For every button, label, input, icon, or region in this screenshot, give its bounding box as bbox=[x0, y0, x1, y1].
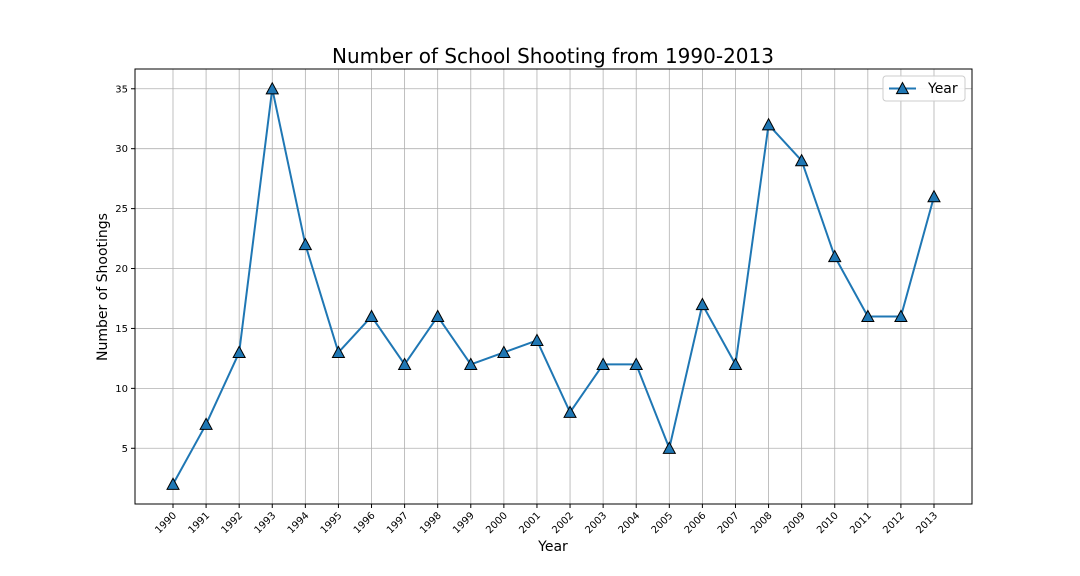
x-tick-label: 2013 bbox=[914, 510, 940, 536]
x-tick-label: 1999 bbox=[451, 510, 477, 536]
data-point-marker bbox=[728, 357, 743, 370]
x-tick-label: 1998 bbox=[418, 510, 444, 536]
legend-triangle-marker bbox=[895, 81, 910, 95]
x-tick-label: 2010 bbox=[815, 510, 841, 536]
data-point-marker bbox=[761, 117, 776, 131]
x-tick-label: 2000 bbox=[484, 510, 510, 536]
y-axis-ticks: 5 10 15 20 25 30 35 bbox=[115, 84, 135, 455]
x-tick-label: 1991 bbox=[186, 510, 212, 536]
data-point-marker bbox=[860, 309, 875, 323]
y-tick-label: 10 bbox=[115, 384, 128, 395]
x-axis-ticks: 1990 1991 1992 1993 1994 1995 1996 1997 1998 1999… bbox=[153, 504, 940, 536]
x-tick-label: 1997 bbox=[385, 510, 411, 536]
series-line bbox=[172, 87, 935, 485]
data-point-marker bbox=[232, 345, 247, 359]
y-tick-label: 5 bbox=[122, 444, 128, 455]
data-point-marker bbox=[530, 333, 544, 347]
y-tick-label: 30 bbox=[115, 144, 128, 155]
data-point-marker bbox=[430, 309, 445, 323]
data-point-marker bbox=[497, 345, 511, 359]
x-tick-label: 1995 bbox=[319, 510, 345, 536]
x-tick-label: 2006 bbox=[683, 510, 709, 536]
legend-box bbox=[882, 75, 966, 102]
x-tick-label: 1990 bbox=[153, 510, 179, 536]
data-point-marker bbox=[265, 81, 280, 95]
data-point-marker bbox=[364, 309, 379, 323]
data-point-marker bbox=[563, 405, 577, 418]
data-point-marker bbox=[166, 477, 180, 490]
y-tick-label: 25 bbox=[115, 204, 128, 215]
data-point-marker bbox=[827, 249, 842, 263]
y-tick-label: 15 bbox=[115, 324, 128, 335]
x-tick-label: 1996 bbox=[352, 510, 378, 536]
plot-area-frame bbox=[134, 68, 973, 505]
chart-title: Number of School Shooting from 1990-2013 bbox=[332, 44, 774, 68]
data-point-marker bbox=[331, 345, 346, 359]
x-tick-label: 2011 bbox=[848, 510, 874, 536]
x-tick-label: 1992 bbox=[220, 510, 246, 536]
x-tick-label: 2012 bbox=[881, 510, 907, 536]
x-tick-label: 2007 bbox=[716, 510, 742, 536]
y-tick-label: 20 bbox=[115, 264, 128, 275]
x-tick-label: 1993 bbox=[253, 510, 279, 536]
x-tick-label: 2008 bbox=[749, 510, 775, 536]
data-point-marker bbox=[695, 297, 710, 311]
x-tick-label: 2005 bbox=[650, 510, 676, 536]
data-point-marker bbox=[662, 441, 677, 454]
x-axis-label: Year bbox=[537, 539, 568, 555]
x-tick-label: 2003 bbox=[583, 510, 609, 536]
x-tick-label: 1994 bbox=[286, 510, 312, 536]
x-tick-label: 2002 bbox=[550, 510, 576, 536]
x-tick-label: 2004 bbox=[617, 510, 643, 536]
data-point-marker bbox=[397, 357, 412, 370]
y-axis-label: Number of Shootings bbox=[95, 213, 111, 361]
data-point-marker bbox=[894, 309, 908, 323]
data-point-marker bbox=[794, 153, 809, 167]
data-point-marker bbox=[629, 357, 644, 370]
series-layer bbox=[166, 81, 941, 490]
data-point-marker bbox=[199, 417, 213, 430]
x-tick-label: 2001 bbox=[517, 510, 543, 536]
x-tick-label: 2009 bbox=[782, 510, 808, 536]
data-point-marker bbox=[298, 237, 313, 251]
y-tick-label: 35 bbox=[115, 84, 128, 95]
legend-entry: Year bbox=[927, 81, 958, 97]
legend: Year bbox=[882, 75, 966, 102]
data-point-marker bbox=[596, 357, 610, 370]
data-point-marker bbox=[927, 189, 941, 203]
grid-lines bbox=[135, 69, 972, 504]
data-point-marker bbox=[463, 357, 478, 370]
